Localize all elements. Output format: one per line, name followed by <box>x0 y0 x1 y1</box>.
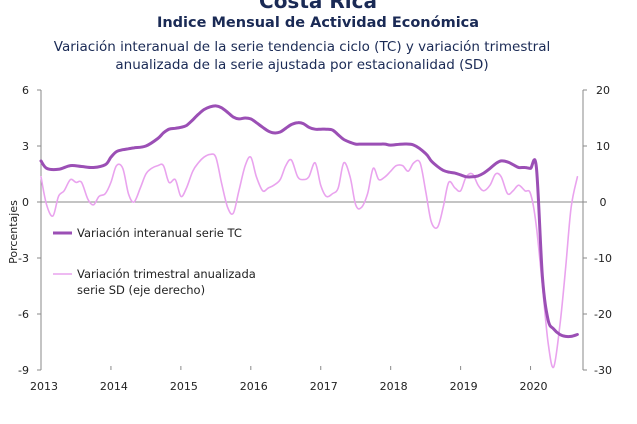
x-tick-label: 2013 <box>30 380 58 393</box>
chart-subtitle-line1: Variación interanual de la serie tendenc… <box>54 39 550 55</box>
x-tick-label: 2017 <box>310 380 338 393</box>
y-right-tick-label: -30 <box>594 364 612 377</box>
series-line-sd <box>40 153 579 369</box>
x-tick-label: 2018 <box>380 380 408 393</box>
x-tick-label: 2016 <box>240 380 268 393</box>
y-left-tick-label: 6 <box>22 84 29 97</box>
x-tick-label: 2014 <box>100 380 128 393</box>
y-left-tick-label: 0 <box>22 196 29 209</box>
legend-label-sd-line2: serie SD (eje derecho) <box>77 283 205 297</box>
x-tick-label: 2020 <box>520 380 548 393</box>
y-right-tick-label: -20 <box>594 308 612 321</box>
y-left-tick-label: -3 <box>18 252 29 265</box>
chart-top-title: Costa Rica <box>259 0 377 13</box>
y-axis-label: Porcentajes <box>7 200 20 264</box>
chart-subtitle-line2: anualizada de la serie ajustada por esta… <box>115 57 488 73</box>
series-line-tc <box>39 104 579 339</box>
y-left-tick-label: 3 <box>22 140 29 153</box>
chart-title: Indice Mensual de Actividad Económica <box>157 15 479 31</box>
y-left-tick-label: -6 <box>18 308 29 321</box>
y-right-tick-label: 0 <box>600 196 607 209</box>
plot-area <box>39 104 579 369</box>
legend: Variación interanual serie TC Variación … <box>53 226 256 297</box>
y-right-tick-label: -10 <box>594 252 612 265</box>
legend-label-tc: Variación interanual serie TC <box>77 226 242 240</box>
y-right-tick-label: 10 <box>596 140 610 153</box>
x-tick-label: 2015 <box>170 380 198 393</box>
legend-label-sd-line1: Variación trimestral anualizada <box>77 267 256 281</box>
axes: 6 3 0 -3 -6 -9 20 10 0 -10 -20 -30 2013 2014 2015 2016 2… <box>18 84 612 393</box>
y-right-tick-label: 20 <box>596 84 610 97</box>
y-left-tick-label: -9 <box>18 364 29 377</box>
x-tick-label: 2019 <box>450 380 478 393</box>
